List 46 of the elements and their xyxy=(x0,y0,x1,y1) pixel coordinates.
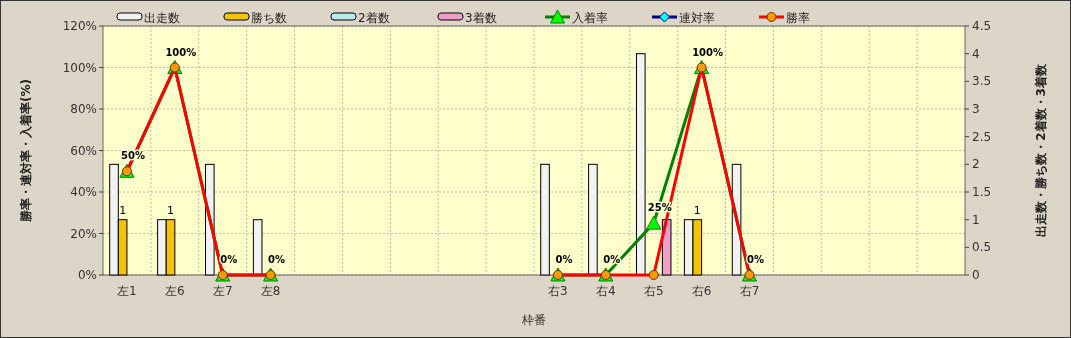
x-tick-label: 左7 xyxy=(212,284,233,298)
y2-tick-label: 1 xyxy=(972,212,980,227)
legend-label: 3着数 xyxy=(465,11,497,25)
y-tick-label: 80% xyxy=(70,102,97,116)
x-tick-label: 右3 xyxy=(548,284,568,298)
x-tick-label: 右7 xyxy=(739,284,760,298)
data-label: 1 xyxy=(693,203,701,217)
y-tick-label: 100% xyxy=(62,60,97,75)
y2-tick-label: 2.5 xyxy=(972,129,992,144)
x-tick-label: 右6 xyxy=(691,284,712,298)
y-tick-label: 0% xyxy=(77,268,97,282)
y2-tick-label: 3.5 xyxy=(972,74,992,89)
data-label: 0% xyxy=(220,254,238,265)
x-tick-label: 右5 xyxy=(643,284,664,298)
y2-tick-label: 4.5 xyxy=(972,19,992,33)
data-label: 0% xyxy=(555,254,573,265)
x-tick-label: 右4 xyxy=(596,284,616,298)
y-tick-label: 120% xyxy=(62,19,97,33)
y2-tick-label: 0.5 xyxy=(972,240,992,255)
legend-label: 2着数 xyxy=(358,11,390,25)
data-label: 1 xyxy=(167,203,175,217)
legend-label: 勝ち数 xyxy=(251,11,287,25)
data-label: 0% xyxy=(603,254,621,265)
legend-label: 連対率 xyxy=(679,11,715,25)
y2-tick-label: 2 xyxy=(972,157,980,172)
y-tick-label: 20% xyxy=(70,226,97,241)
y-tick-label: 40% xyxy=(70,185,97,199)
y2-tick-label: 1.5 xyxy=(972,185,992,199)
x-tick-label: 左8 xyxy=(260,284,281,298)
x-tick-label: 左1 xyxy=(117,284,137,298)
legend-label: 入着率 xyxy=(572,11,608,25)
legend-label: 勝率 xyxy=(786,11,810,25)
y2-tick-label: 4 xyxy=(972,46,980,61)
y2-tick-label: 0 xyxy=(972,268,980,282)
x-axis-title: 枠番 xyxy=(521,313,546,327)
y-tick-label: 60% xyxy=(70,143,97,158)
data-label: 0% xyxy=(747,254,764,265)
y-axis-title: 勝率・連対率・入着率(%) xyxy=(19,79,33,223)
y2-tick-label: 3 xyxy=(972,102,980,116)
data-label: 1 xyxy=(119,203,127,217)
data-label: 100% xyxy=(165,46,197,58)
data-label: 100% xyxy=(692,46,724,58)
data-label: 0% xyxy=(268,254,286,265)
y2-axis-title: 出走数・勝ち数・2着数・3着数 xyxy=(1034,63,1048,237)
x-tick-label: 左6 xyxy=(165,284,185,298)
legend-label: 出走数 xyxy=(144,11,180,25)
